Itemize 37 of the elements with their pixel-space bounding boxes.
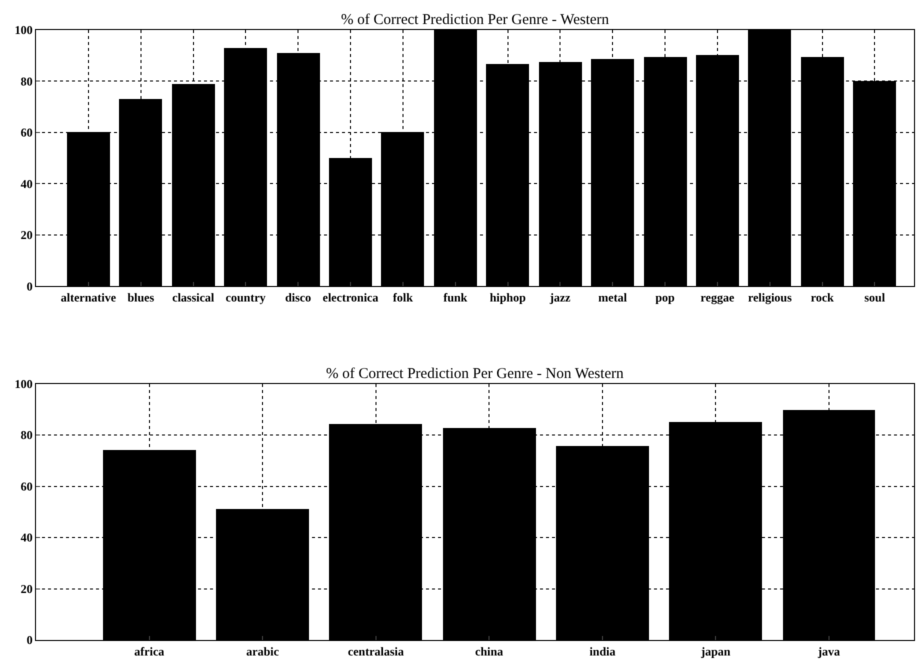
x-tick-label: religious <box>748 290 792 305</box>
x-tick-label: metal <box>598 290 628 305</box>
x-tick-label: alternative <box>60 290 117 305</box>
x-tick-label: jazz <box>548 290 572 305</box>
x-tick-label: classical <box>172 290 215 305</box>
x-tick-label: japan <box>700 644 731 658</box>
x-tick-label: pop <box>655 290 676 305</box>
y-tick-label: 100 <box>14 23 33 38</box>
y-tick-label: 40 <box>20 176 33 191</box>
x-tick-label: centralasia <box>348 644 404 658</box>
y-tick-label: 20 <box>20 582 33 596</box>
x-tick-label: reggae <box>700 290 735 305</box>
x-tick-label: country <box>226 290 266 305</box>
x-tick-label: china <box>475 644 504 658</box>
chart-title: % of Correct Prediction Per Genre - Western <box>341 12 610 28</box>
x-tick-label: java <box>817 644 840 658</box>
x-tick-label: arabic <box>246 644 280 658</box>
x-tick-label: soul <box>864 290 886 305</box>
y-tick-label: 100 <box>14 377 33 391</box>
x-tick-label: india <box>589 644 616 658</box>
y-tick-label: 80 <box>20 74 33 88</box>
y-tick-label: 80 <box>20 428 33 442</box>
x-tick-label: electronica <box>322 290 378 305</box>
x-tick-label: africa <box>134 644 164 658</box>
x-tick-label: folk <box>392 290 414 305</box>
x-tick-label: blues <box>127 290 155 305</box>
y-tick-label: 60 <box>20 126 33 140</box>
x-tick-label: rock <box>810 290 834 305</box>
x-tick-label: funk <box>443 290 468 305</box>
y-tick-label: 20 <box>20 228 33 242</box>
y-tick-label: 0 <box>26 633 33 648</box>
chart-title: % of Correct Prediction Per Genre - Non Western <box>326 366 624 382</box>
x-tick-label: hiphop <box>490 290 526 305</box>
x-tick-label: disco <box>285 290 312 305</box>
y-tick-label: 0 <box>26 279 33 294</box>
y-tick-label: 60 <box>20 479 33 494</box>
y-tick-label: 40 <box>20 530 33 545</box>
